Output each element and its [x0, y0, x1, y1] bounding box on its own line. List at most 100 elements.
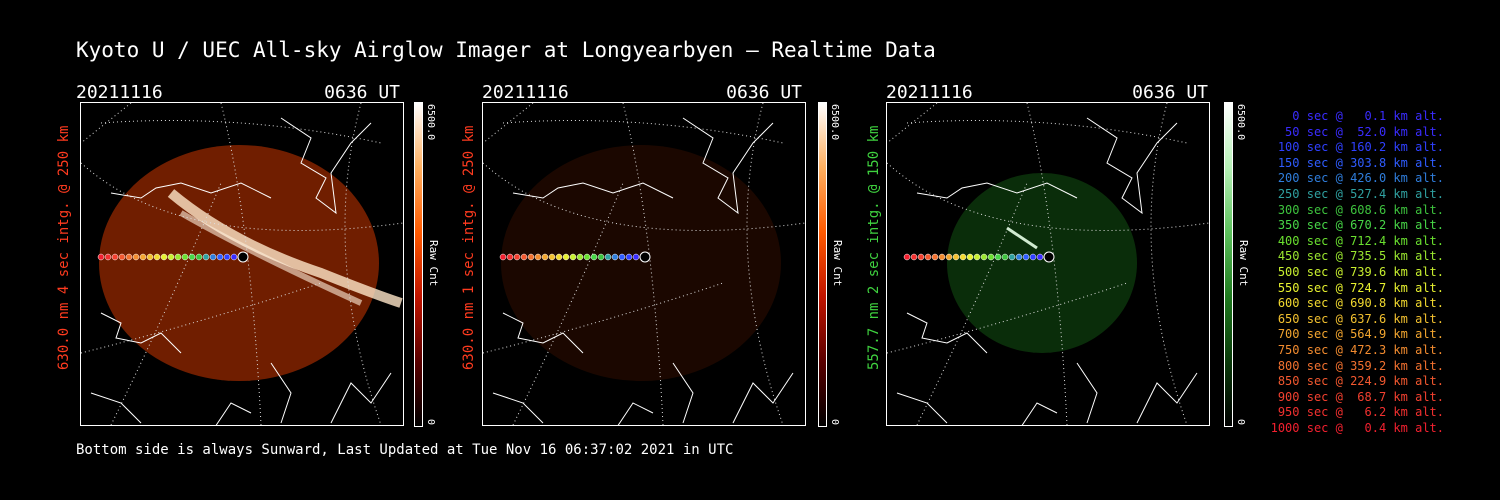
panel-2-colorbar-unit: Raw Cnt [831, 240, 844, 287]
trajectory-dot [146, 253, 154, 261]
time-altitude-legend: 0 sec @ 0.1 km alt. 50 sec @ 52.0 km alt… [1256, 109, 1444, 436]
trajectory-dot [527, 253, 535, 261]
trajectory-dot [1029, 253, 1037, 261]
coastline [280, 117, 372, 215]
trajectory-dot [174, 253, 182, 261]
aurora-arc [1006, 226, 1038, 250]
trajectory-dot [125, 253, 133, 261]
legend-row: 650 sec @ 637.6 km alt. [1277, 311, 1444, 326]
trajectory-dot [945, 253, 953, 261]
panel-2-colorbar [818, 102, 827, 427]
coastline [1136, 372, 1198, 424]
coastline [512, 182, 674, 199]
latlon-gridline [887, 282, 1128, 354]
latlon-gridline [110, 182, 222, 425]
trajectory-dot [1008, 253, 1016, 261]
latlon-gridline [483, 282, 724, 354]
latlon-gridline [916, 182, 1028, 425]
trajectory-dot [160, 253, 168, 261]
trajectory-dot [541, 253, 549, 261]
legend-row: 900 sec @ 68.7 km alt. [1277, 389, 1444, 404]
coastline [270, 362, 292, 424]
coastline [90, 392, 142, 424]
coastline [896, 392, 948, 424]
page-title: Kyoto U / UEC All-sky Airglow Imager at … [76, 38, 936, 62]
trajectory-dot [597, 253, 605, 261]
legend-row: 100 sec @ 160.2 km alt. [1277, 140, 1444, 155]
trajectory-dot [618, 253, 626, 261]
coastline [1021, 402, 1058, 425]
trajectory-dot [952, 253, 960, 261]
panel-3-colorbar-min: 0 [1235, 419, 1246, 426]
trajectory-dot [548, 253, 556, 261]
legend-row: 600 sec @ 690.8 km alt. [1277, 296, 1444, 311]
trajectory-dot [534, 253, 542, 261]
panel-3-colorbar-unit: Raw Cnt [1237, 240, 1250, 287]
coastline [617, 402, 654, 425]
trajectory-dot [590, 253, 598, 261]
coastline [100, 312, 182, 354]
latlon-gridline [512, 182, 624, 425]
panel-2-time: 0636 UT [726, 82, 802, 103]
trajectory-dot [216, 253, 224, 261]
trajectory-dot [188, 253, 196, 261]
trajectory-dot [994, 253, 1002, 261]
legend-row: 1000 sec @ 0.4 km alt. [1270, 420, 1444, 435]
legend-row: 550 sec @ 724.7 km alt. [1277, 280, 1444, 295]
trajectory-dot [139, 253, 147, 261]
station-marker [1043, 251, 1055, 263]
aurora-arc [167, 189, 403, 308]
trajectory-dot [980, 253, 988, 261]
legend-row: 150 sec @ 303.8 km alt. [1277, 155, 1444, 170]
panel-3-side-label: 557.7 nm 2 sec intg. @ 150 km [866, 125, 882, 370]
trajectory-dot [987, 253, 995, 261]
trajectory-dot [520, 253, 528, 261]
trajectory-dot [555, 253, 563, 261]
trajectory-dot [230, 253, 238, 261]
panel-2-date: 20211116 [482, 82, 569, 103]
airglow-disk [501, 145, 781, 381]
trajectory-dot [1015, 253, 1023, 261]
panel-2-side-label: 630.0 nm 1 sec intg. @ 250 km [461, 125, 477, 370]
trajectory-dot [202, 253, 210, 261]
coastline [502, 312, 584, 354]
trajectory-dot [181, 253, 189, 261]
panel-1-colorbar-unit: Raw Cnt [427, 240, 440, 287]
trajectory-dot [611, 253, 619, 261]
trajectory-dot [938, 253, 946, 261]
legend-row: 800 sec @ 359.2 km alt. [1277, 358, 1444, 373]
trajectory-dot [209, 253, 217, 261]
latlon-gridline [81, 103, 132, 144]
legend-row: 850 sec @ 224.9 km alt. [1277, 374, 1444, 389]
trajectory-dot [104, 253, 112, 261]
panel-1-image [80, 102, 404, 426]
trajectory-dot [625, 253, 633, 261]
panel-2-colorbar-max: 6500.0 [829, 104, 840, 141]
panel-1-colorbar-max: 6500.0 [425, 104, 436, 141]
trajectory-dot [1001, 253, 1009, 261]
legend-row: 50 sec @ 52.0 km alt. [1277, 124, 1444, 139]
panel-2-sky-map [483, 103, 805, 425]
trajectory-dot [223, 253, 231, 261]
legend-row: 500 sec @ 739.6 km alt. [1277, 264, 1444, 279]
panel-3-colorbar [1224, 102, 1233, 427]
trajectory-dot [576, 253, 584, 261]
coastline [215, 402, 252, 425]
aurora-arc [179, 210, 363, 306]
trajectory-dot [604, 253, 612, 261]
panel-1-colorbar-min: 0 [425, 419, 436, 426]
legend-row: 400 sec @ 712.4 km alt. [1277, 233, 1444, 248]
panel-1-side-label: 630.0 nm 4 sec intg. @ 250 km [56, 125, 72, 370]
trajectory-dot [111, 253, 119, 261]
station-marker [237, 251, 249, 263]
latlon-gridline [502, 120, 784, 144]
trajectory-dot [583, 253, 591, 261]
coastline [906, 312, 988, 354]
trajectory-dot [924, 253, 932, 261]
latlon-gridline [746, 103, 784, 425]
legend-row: 200 sec @ 426.0 km alt. [1277, 171, 1444, 186]
coastline [682, 117, 774, 215]
panel-3-sky-map [887, 103, 1209, 425]
trajectory-dot [966, 253, 974, 261]
coastline [672, 362, 694, 424]
